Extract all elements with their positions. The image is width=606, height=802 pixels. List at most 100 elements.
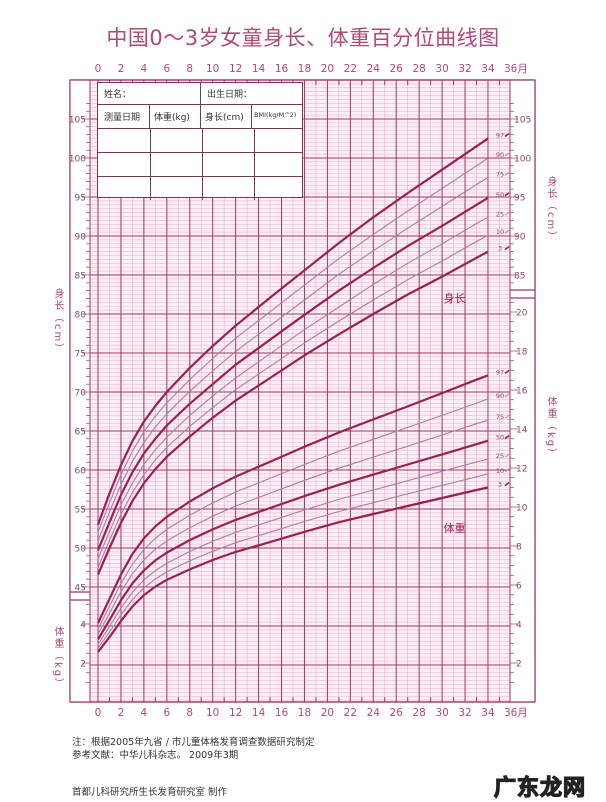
month-tick-bottom: 16 bbox=[275, 707, 289, 719]
height-percentile-label: 75 bbox=[496, 171, 504, 179]
table-row[interactable] bbox=[98, 129, 302, 153]
cell[interactable] bbox=[98, 129, 151, 152]
month-tick-top: 32 bbox=[458, 63, 471, 75]
weight-percentile-label: 10 bbox=[496, 467, 504, 475]
right-axis-strip bbox=[510, 80, 535, 702]
month-tick-bottom: 30 bbox=[435, 707, 448, 719]
percentile-leader bbox=[504, 152, 510, 157]
table-row[interactable] bbox=[98, 177, 302, 200]
month-tick-top: 2 bbox=[118, 63, 125, 75]
name-field[interactable]: 姓名： bbox=[98, 83, 201, 104]
weight-curve-p97 bbox=[97, 374, 489, 624]
weight-curve-p10 bbox=[97, 473, 489, 649]
height-percentile-label: 97 bbox=[496, 132, 504, 140]
left-height-axis-title: 身长（cm） bbox=[52, 288, 63, 356]
header-bmi: BMI(kg/M^2) bbox=[254, 111, 297, 119]
height-percentile-label: 90 bbox=[496, 151, 504, 159]
birth-date-label: 出生日期： bbox=[207, 90, 253, 100]
month-tick-top: 24 bbox=[367, 63, 381, 75]
month-tick-bottom: 6 bbox=[163, 707, 170, 719]
cell[interactable] bbox=[151, 177, 203, 200]
weight-tick-right: 6 bbox=[516, 582, 522, 592]
percentile-leader bbox=[504, 245, 510, 251]
weight-tick-right: 10 bbox=[516, 504, 528, 514]
header-date: 测量日期 bbox=[98, 105, 150, 128]
height-tick-left: 65 bbox=[75, 428, 86, 438]
weight-tick-right: 4 bbox=[516, 621, 522, 631]
month-tick-bottom: 14 bbox=[252, 707, 266, 719]
month-tick-bottom: 20 bbox=[321, 707, 334, 719]
in-chart-weight-label: 体重 bbox=[444, 521, 466, 535]
cell[interactable] bbox=[255, 177, 302, 200]
cell[interactable] bbox=[255, 129, 302, 152]
percentile-leader bbox=[504, 211, 510, 216]
month-tick-bottom: 8 bbox=[186, 707, 193, 719]
month-tick-bottom: 0 bbox=[95, 707, 102, 719]
height-tick-left: 100 bbox=[69, 155, 86, 165]
height-tick-left: 95 bbox=[75, 194, 86, 204]
month-tick-bottom: 24 bbox=[367, 707, 381, 719]
percentile-leader bbox=[504, 192, 510, 197]
month-tick-bottom: 34 bbox=[481, 707, 495, 719]
weight-percentile-label: 75 bbox=[496, 413, 504, 421]
percentile-leader bbox=[504, 229, 510, 234]
cell[interactable] bbox=[203, 129, 255, 152]
month-tick-bottom: 18 bbox=[298, 707, 311, 719]
weight-tick-right: 16 bbox=[516, 387, 528, 397]
height-curve-p3 bbox=[96, 250, 489, 575]
name-label: 姓名： bbox=[104, 90, 132, 100]
month-tick-top: 10 bbox=[206, 63, 219, 75]
month-tick-top: 26 bbox=[390, 63, 404, 75]
right-weight-axis-title: 体重（kg） bbox=[545, 396, 556, 461]
height-tick-left: 85 bbox=[75, 272, 86, 282]
height-tick-left: 105 bbox=[69, 116, 86, 126]
height-percentile-label: 50 bbox=[496, 191, 504, 199]
percentile-leader bbox=[504, 453, 510, 458]
weight-curve-p90 bbox=[97, 398, 489, 630]
month-tick-bottom: 32 bbox=[458, 707, 471, 719]
percentile-leader bbox=[504, 481, 510, 487]
height-curve-p50 bbox=[96, 196, 489, 551]
right-height-axis-title: 身长（cm） bbox=[545, 176, 556, 244]
height-tick-right: 85 bbox=[514, 272, 525, 282]
weight-tick-left: 2 bbox=[80, 660, 86, 670]
height-tick-right: 95 bbox=[514, 194, 525, 204]
height-curve-p97 bbox=[96, 137, 489, 525]
birth-date-field[interactable]: 出生日期： bbox=[201, 83, 302, 104]
weight-curve-p75 bbox=[97, 419, 489, 635]
month-tick-top: 16 bbox=[275, 63, 289, 75]
weight-tick-right: 18 bbox=[516, 348, 528, 358]
header-weight: 体重(kg) bbox=[150, 105, 201, 128]
month-tick-top: 36月 bbox=[504, 63, 528, 75]
height-tick-left: 90 bbox=[75, 233, 87, 243]
cell[interactable] bbox=[151, 129, 203, 152]
weight-tick-right: 12 bbox=[516, 465, 527, 475]
weight-curve-p50 bbox=[97, 439, 489, 640]
weight-percentile-label: 97 bbox=[496, 368, 504, 376]
month-tick-top: 34 bbox=[481, 63, 495, 75]
table-row[interactable] bbox=[98, 153, 302, 177]
month-tick-top: 6 bbox=[163, 63, 170, 75]
month-tick-top: 30 bbox=[435, 63, 448, 75]
in-chart-height-label: 身长 bbox=[444, 291, 466, 305]
cell[interactable] bbox=[255, 153, 302, 176]
height-tick-left: 60 bbox=[75, 467, 87, 477]
cell[interactable] bbox=[203, 177, 255, 200]
cell[interactable] bbox=[203, 153, 255, 176]
month-tick-top: 0 bbox=[95, 63, 102, 75]
weight-percentile-label: 50 bbox=[496, 434, 504, 442]
month-tick-top: 20 bbox=[321, 63, 334, 75]
cell[interactable] bbox=[98, 177, 151, 200]
height-tick-right: 100 bbox=[514, 155, 531, 165]
cell[interactable] bbox=[98, 153, 151, 176]
height-tick-left: 70 bbox=[75, 389, 87, 399]
left-axis-strip bbox=[70, 80, 90, 702]
percentile-leader bbox=[504, 393, 510, 398]
month-tick-bottom: 22 bbox=[344, 707, 357, 719]
notes: 注：根据2005年九省 / 市儿童体格发育调查数据研究制定 参考文献：中华儿科杂… bbox=[72, 736, 314, 762]
month-tick-bottom: 2 bbox=[118, 707, 125, 719]
cell[interactable] bbox=[151, 153, 203, 176]
weight-tick-right: 14 bbox=[516, 426, 528, 436]
left-weight-axis-title: 体重（kg） bbox=[52, 626, 63, 691]
